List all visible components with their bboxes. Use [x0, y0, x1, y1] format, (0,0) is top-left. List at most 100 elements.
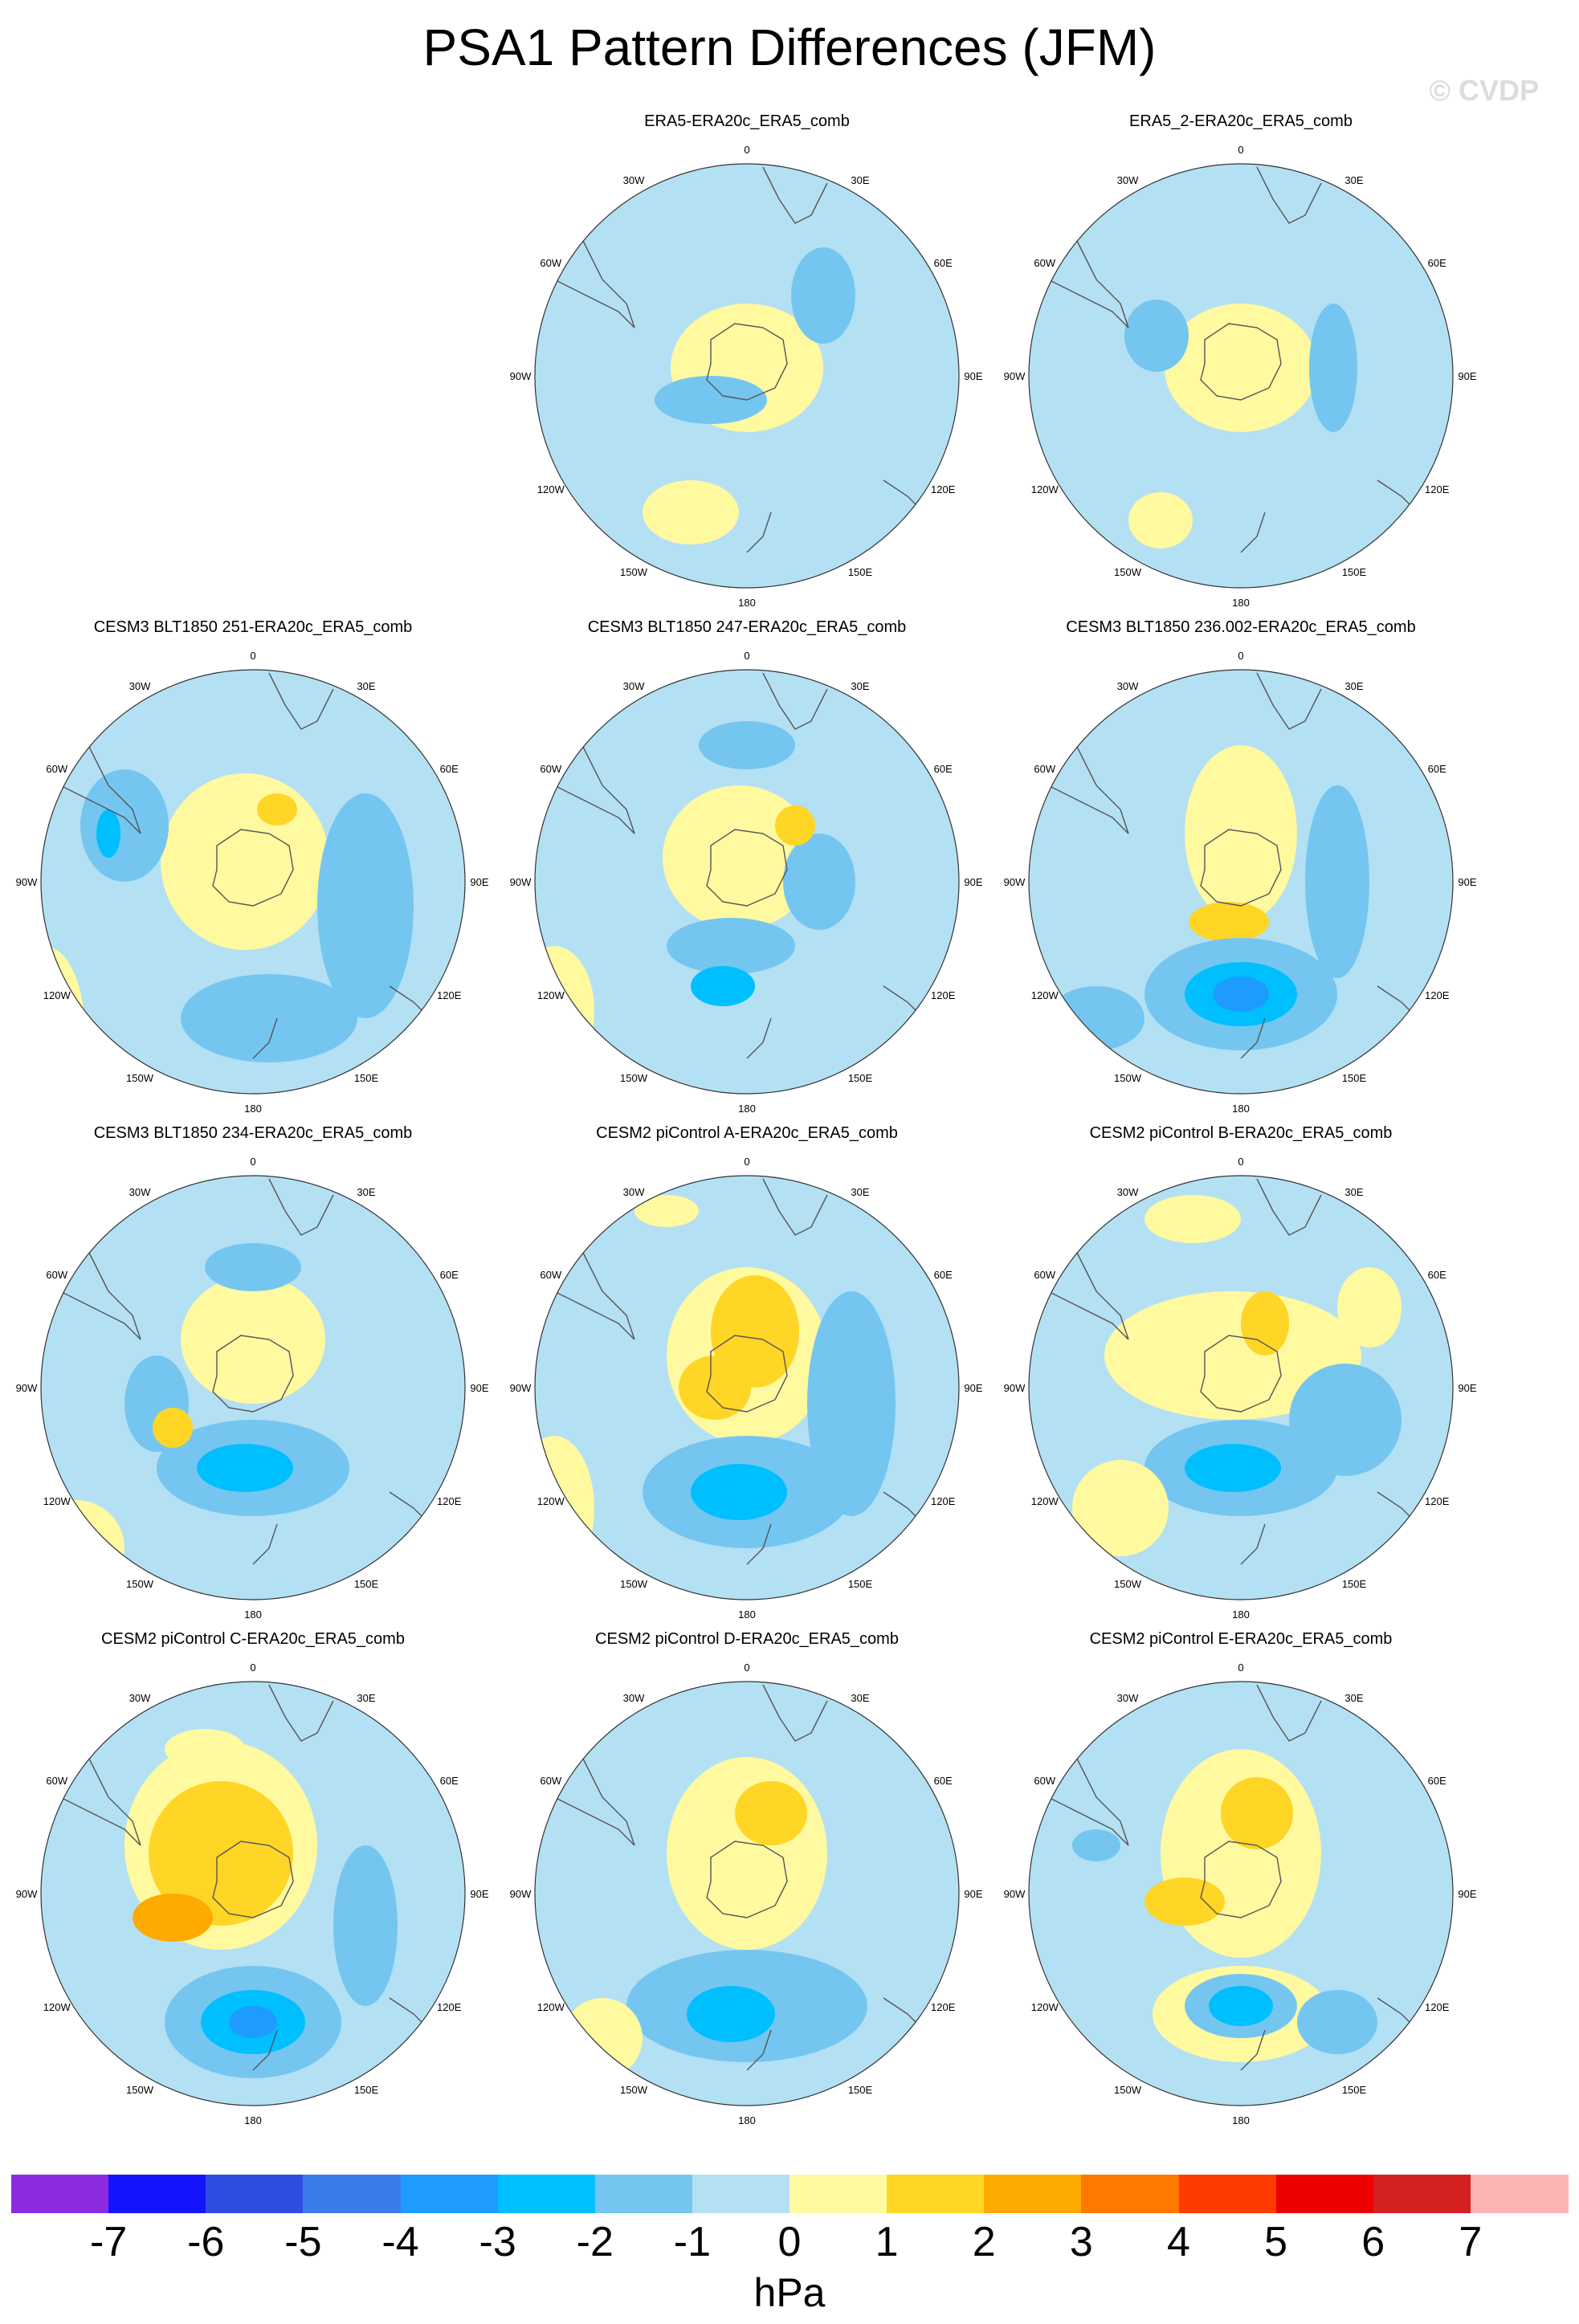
south-america-coastline	[43, 1748, 141, 1846]
longitude-label: 30W	[1117, 1186, 1139, 1198]
longitude-label: 120W	[1031, 989, 1059, 1001]
contour-region	[691, 1464, 787, 1520]
south-america-coastline	[537, 736, 635, 834]
panel-title: ERA5_2-ERA20c_ERA5_comb	[1129, 112, 1353, 130]
longitude-label: 30E	[1344, 174, 1363, 186]
longitude-label: 60E	[440, 1269, 459, 1281]
contour-region	[1309, 304, 1357, 432]
longitude-label: 90W	[1004, 876, 1026, 888]
contour-region	[165, 1729, 245, 1769]
longitude-label: 90E	[964, 1382, 982, 1394]
map-panel: CESM2 piControl A-ERA20c_ERA5_comb 0 30E 60…	[506, 1124, 988, 1622]
map-panel: CESM2 piControl B-ERA20c_ERA5_comb 0 30E 60…	[1000, 1124, 1482, 1622]
contour-region	[1124, 300, 1189, 372]
contour-region	[205, 1243, 301, 1291]
contour-region	[634, 1195, 699, 1227]
longitude-label: 90W	[1004, 370, 1026, 382]
contour-region	[535, 946, 594, 1074]
antarctica-coastline	[212, 1335, 294, 1413]
watermark: © CVDP	[1429, 74, 1539, 107]
contour-region	[1241, 1291, 1289, 1356]
map-panel: ERA5-ERA20c_ERA5_comb 0 30E 60E 90E 120E 150E 1…	[506, 112, 988, 610]
contour-region	[1221, 1777, 1293, 1849]
antarctica-coastline	[212, 829, 294, 907]
contour-region	[783, 834, 855, 930]
panel-title: CESM3 BLT1850 251-ERA20c_ERA5_comb	[93, 618, 413, 636]
colorbar-swatch	[1081, 2175, 1180, 2213]
contour-region	[149, 1781, 293, 1926]
africa-coastline	[268, 1178, 334, 1236]
contour-region	[775, 805, 815, 846]
longitude-label: 0	[744, 1661, 749, 1674]
contour-region	[699, 721, 795, 769]
longitude-label: 150E	[848, 1072, 873, 1084]
contour-region	[667, 918, 795, 974]
map-panel: ERA5_2-ERA20c_ERA5_comb 0 30E 60E 90E 120E 150…	[1000, 112, 1482, 610]
colorbar-tick-label: -5	[284, 2219, 322, 2265]
longitude-label: 90E	[1458, 876, 1476, 888]
longitude-label: 60E	[1428, 763, 1446, 775]
longitude-label: 120W	[1031, 2001, 1059, 2013]
longitude-label: 60E	[1428, 1269, 1446, 1281]
longitude-label: 150W	[1114, 1072, 1142, 1084]
longitude-label: 120E	[931, 1495, 956, 1507]
colorbar-swatch	[206, 2175, 304, 2213]
contour-region	[133, 1894, 213, 1942]
map-panel: CESM2 piControl C-ERA20c_ERA5_comb 0 30E 60…	[12, 1630, 494, 2128]
contour-region	[535, 1436, 594, 1580]
contour-region	[655, 376, 767, 424]
contour-region	[791, 247, 855, 344]
longitude-label: 90W	[1004, 1888, 1026, 1900]
longitude-label: 120W	[537, 989, 565, 1001]
polar-stereographic-map: 0 30E 60E 90E 120E 150E 180 150W 120W 90W 60W 30W	[16, 1156, 489, 1621]
contour-region	[667, 1757, 827, 1950]
longitude-label: 120W	[43, 1495, 71, 1507]
contour-region	[1161, 1749, 1321, 1958]
longitude-label: 180	[244, 2114, 262, 2126]
panel-title: CESM2 piControl E-ERA20c_ERA5_comb	[1089, 1630, 1393, 1648]
colorbar-swatch	[887, 2175, 985, 2213]
contour-region	[1209, 1986, 1273, 2026]
longitude-label: 120W	[43, 2001, 71, 2013]
longitude-label: 60W	[1034, 763, 1055, 775]
colorbar-tick-label: -7	[90, 2219, 128, 2265]
longitude-label: 150W	[620, 1578, 648, 1590]
contour-region	[161, 773, 329, 950]
longitude-label: 150E	[848, 2084, 873, 2096]
longitude-label: 30E	[1344, 1186, 1363, 1198]
contour-region	[1297, 1990, 1377, 2054]
longitude-label: 120E	[931, 483, 956, 495]
polar-stereographic-map: 0 30E 60E 90E 120E 150E 180 150W 120W 90W 60W 30W	[1004, 650, 1477, 1115]
colorbar-swatch	[400, 2175, 499, 2213]
longitude-label: 60W	[1034, 257, 1055, 269]
colorbar-swatch	[108, 2175, 207, 2213]
longitude-label: 30E	[1344, 680, 1363, 692]
longitude-label: 150E	[354, 1072, 379, 1084]
longitude-label: 150W	[126, 1072, 154, 1084]
colorbar-tick-label: -6	[187, 2219, 225, 2265]
longitude-label: 150E	[848, 566, 873, 578]
contour-region	[1144, 1878, 1225, 1926]
africa-coastline	[762, 166, 828, 224]
south-america-coastline	[43, 1242, 141, 1340]
contour-region	[197, 1444, 293, 1492]
map-panel: CESM3 BLT1850 236.002-ERA20c_ERA5_comb 0 3…	[1000, 618, 1482, 1116]
antarctica-coastline	[1200, 1841, 1282, 1918]
contour-region	[181, 974, 357, 1062]
south-america-coastline	[1031, 1242, 1129, 1340]
south-america-coastline	[537, 1748, 635, 1846]
africa-coastline	[762, 1684, 828, 1742]
contour-region	[1189, 902, 1269, 942]
contour-region	[80, 769, 169, 882]
panel-title: CESM2 piControl C-ERA20c_ERA5_comb	[101, 1630, 405, 1648]
map-boundary	[40, 669, 466, 1095]
longitude-label: 90W	[510, 1888, 532, 1900]
contour-region	[562, 1998, 643, 2078]
longitude-label: 30E	[357, 1186, 375, 1198]
map-boundary	[534, 669, 960, 1095]
longitude-label: 180	[244, 1608, 262, 1621]
map-boundary	[1028, 1681, 1454, 2106]
africa-coastline	[1256, 1178, 1322, 1236]
longitude-label: 180	[1232, 2114, 1250, 2126]
colorbar-swatch	[303, 2175, 402, 2213]
